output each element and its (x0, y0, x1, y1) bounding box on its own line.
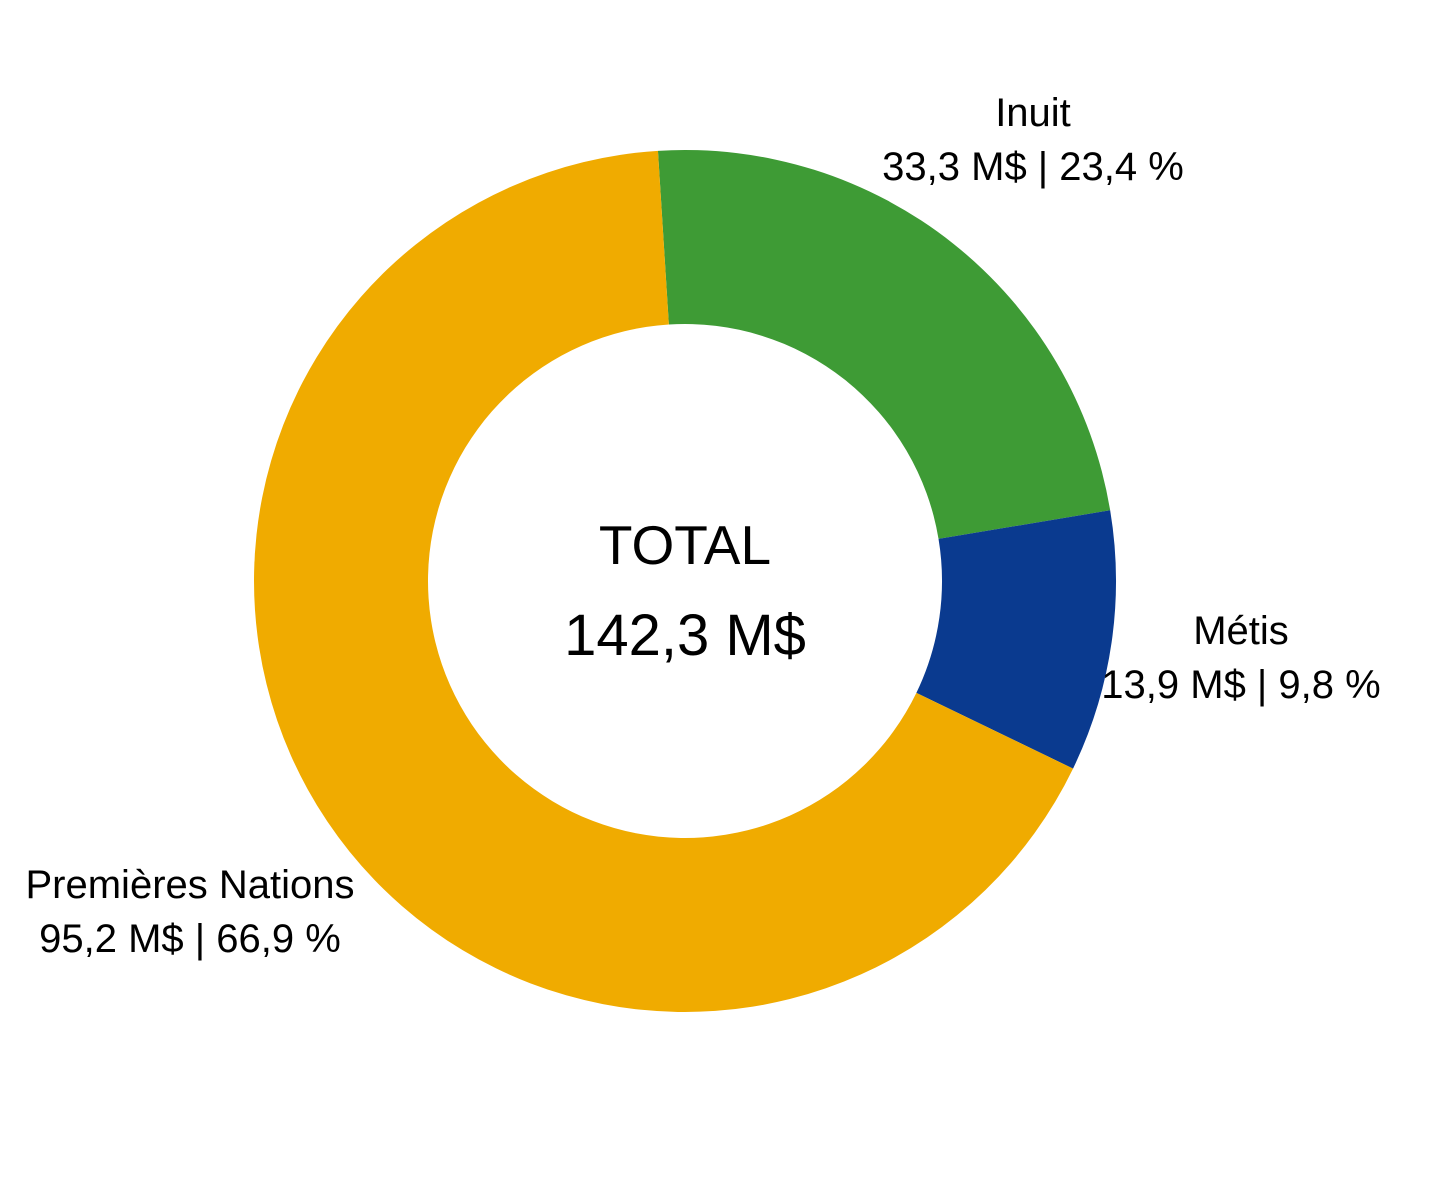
slice-value-inuit: 33,3 M$ | 23,4 % (882, 145, 1184, 189)
slice-label-premieres-nations: Premières Nations 95,2 M$ | 66,9 % (25, 858, 354, 966)
slice-label-metis: Métis 13,9 M$ | 9,8 % (1101, 604, 1380, 712)
donut-segment-premieres-nations (254, 150, 1074, 1012)
total-label: TOTAL (598, 514, 772, 577)
slice-name-metis: Métis (1193, 609, 1289, 653)
donut-center-label: TOTAL 142,3 M$ (564, 514, 806, 670)
slice-label-inuit: Inuit 33,3 M$ | 23,4 % (882, 86, 1184, 194)
donut-segment-metis (916, 510, 1117, 769)
slice-value-premieres-nations: 95,2 M$ | 66,9 % (39, 917, 341, 961)
total-value: 142,3 M$ (564, 603, 806, 669)
slice-name-inuit: Inuit (995, 91, 1071, 135)
donut-segment-inuit (657, 149, 1111, 539)
slice-name-premieres-nations: Premières Nations (25, 863, 355, 907)
slice-value-metis: 13,9 M$ | 9,8 % (1101, 663, 1381, 707)
